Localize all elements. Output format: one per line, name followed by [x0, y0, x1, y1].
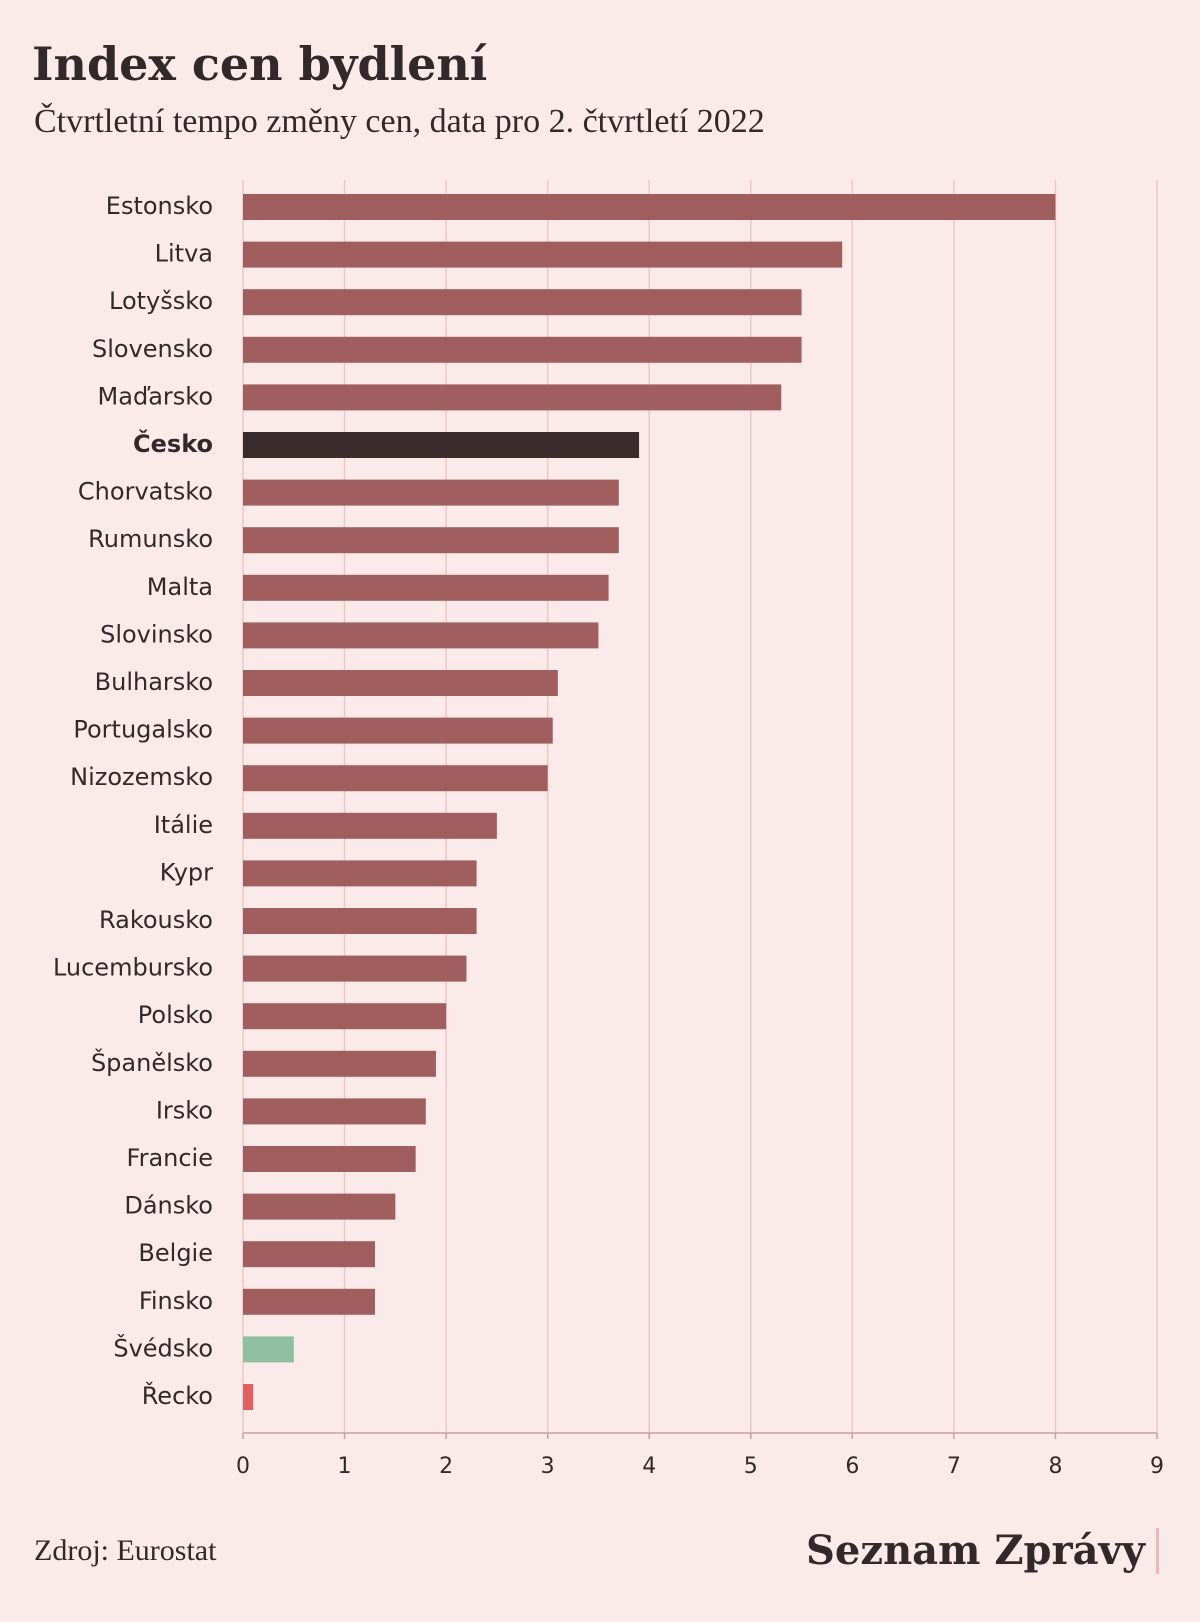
category-label: Slovinsko: [100, 620, 213, 648]
category-label: Rakousko: [99, 906, 213, 934]
category-label: Dánsko: [124, 1192, 213, 1220]
category-label: Maďarsko: [98, 382, 213, 410]
category-label: Estonsko: [106, 192, 213, 220]
bar: [243, 1050, 436, 1077]
category-label: Česko: [133, 428, 213, 458]
bar: [243, 574, 609, 601]
bar: [243, 1193, 396, 1220]
bar: [243, 622, 599, 649]
x-tick-label: 8: [1048, 1454, 1062, 1479]
brand-accent: [1156, 1528, 1159, 1574]
bar: [243, 860, 477, 887]
bar: [243, 527, 619, 554]
bar: [243, 670, 558, 696]
category-label: Polsko: [138, 1001, 213, 1029]
category-label: Španělsko: [91, 1047, 213, 1077]
x-tick-label: 0: [236, 1454, 250, 1479]
category-label: Francie: [127, 1144, 213, 1172]
bar: [243, 1146, 416, 1172]
category-label: Irsko: [156, 1096, 213, 1124]
category-label: Švédsko: [113, 1332, 213, 1362]
bar: [243, 289, 802, 316]
brand: Seznam Zprávy: [806, 1527, 1147, 1574]
bar: [243, 908, 477, 934]
category-label: Chorvatsko: [78, 478, 213, 506]
bar: [243, 241, 843, 268]
bar: [243, 955, 467, 982]
x-tick-label: 3: [541, 1454, 555, 1479]
category-label: Bulharsko: [95, 668, 213, 696]
category-label: Malta: [147, 573, 213, 601]
bar: [243, 194, 1056, 220]
category-label: Nizozemsko: [70, 763, 213, 791]
category-label: Lucembursko: [53, 954, 213, 982]
bar: [243, 1003, 447, 1030]
bar: [243, 717, 553, 744]
category-label: Řecko: [142, 1381, 213, 1410]
bar: [243, 1384, 254, 1410]
bar: [243, 765, 548, 792]
bar: [243, 812, 497, 839]
x-tick-label: 5: [744, 1454, 758, 1479]
category-label: Slovensko: [92, 335, 213, 363]
category-label: Kypr: [160, 858, 213, 886]
source: Zdroj: Eurostat: [34, 1534, 217, 1567]
bar: [243, 479, 619, 506]
x-tick-label: 1: [338, 1454, 352, 1479]
bar: [243, 432, 640, 458]
bar: [243, 1336, 294, 1363]
bar: [243, 384, 782, 411]
x-tick-label: 4: [642, 1454, 656, 1479]
x-tick-label: 9: [1150, 1454, 1164, 1479]
category-label: Portugalsko: [73, 716, 213, 744]
category-label: Rumunsko: [88, 525, 213, 553]
category-label: Belgie: [138, 1239, 213, 1267]
category-label: Litva: [155, 240, 213, 268]
bar: [243, 1288, 376, 1315]
x-tick-label: 6: [845, 1454, 859, 1479]
category-label: Finsko: [139, 1287, 213, 1315]
chart-title: Index cen bydlení: [32, 37, 488, 91]
bar: [243, 1098, 426, 1125]
x-tick-label: 7: [947, 1454, 961, 1479]
bar: [243, 336, 802, 363]
x-tick-label: 2: [439, 1454, 453, 1479]
chart-subtitle: Čtvrtletní tempo změny cen, data pro 2. …: [34, 102, 765, 140]
category-label: Lotyšsko: [109, 287, 213, 315]
category-label: Itálie: [154, 811, 213, 839]
bar: [243, 1241, 376, 1268]
